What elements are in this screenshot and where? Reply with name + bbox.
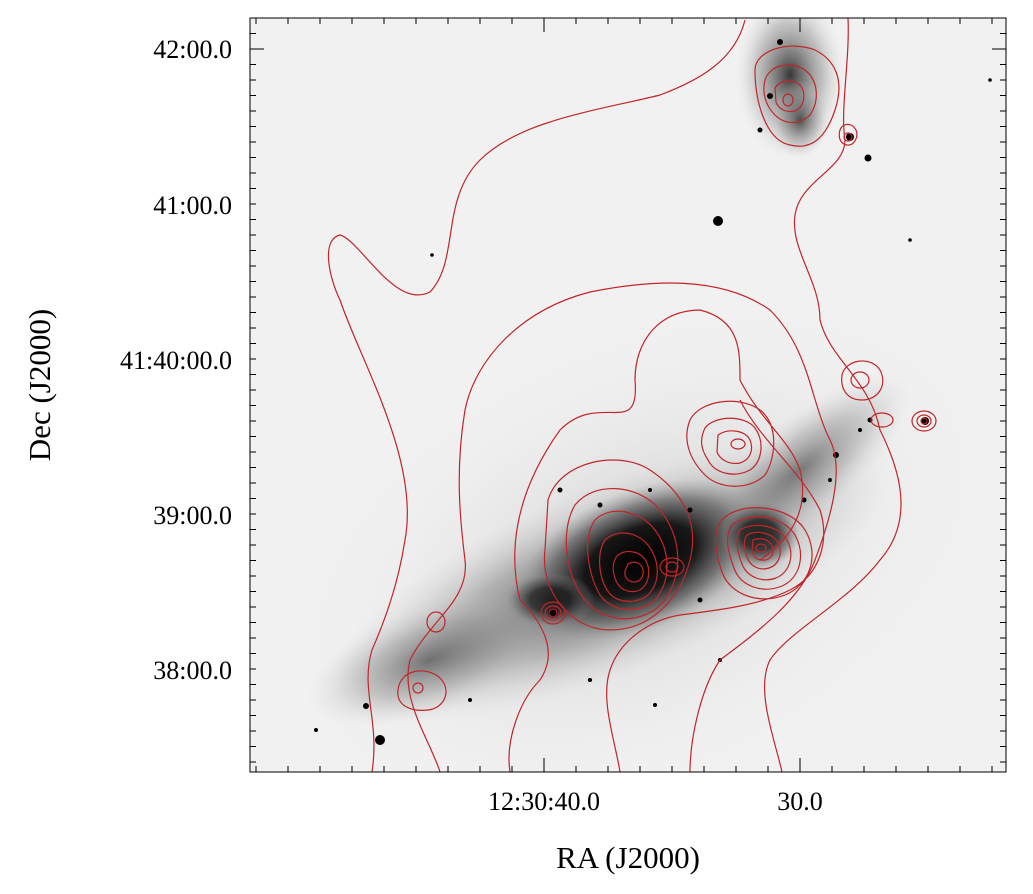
- y-tick-label: 41:40:00.0: [120, 346, 232, 375]
- point-sources: [314, 39, 992, 745]
- image-area: [250, 18, 1006, 772]
- plot-frame: [249, 17, 1007, 773]
- axis-ticks: [250, 17, 1006, 772]
- x-tick-label: 12:30:40.0: [488, 787, 600, 816]
- y-tick-label: 38:00.0: [153, 656, 232, 685]
- y-tick-label: 42:00.0: [153, 35, 232, 64]
- y-axis-label: Dec (J2000): [22, 309, 57, 461]
- y-tick-label: 41:00.0: [153, 191, 232, 220]
- y-tick-label: 39:00.0: [153, 501, 232, 530]
- x-tick-label: 30.0: [777, 787, 823, 816]
- contour-lines: [327, 18, 937, 772]
- x-axis-label: RA (J2000): [556, 840, 700, 875]
